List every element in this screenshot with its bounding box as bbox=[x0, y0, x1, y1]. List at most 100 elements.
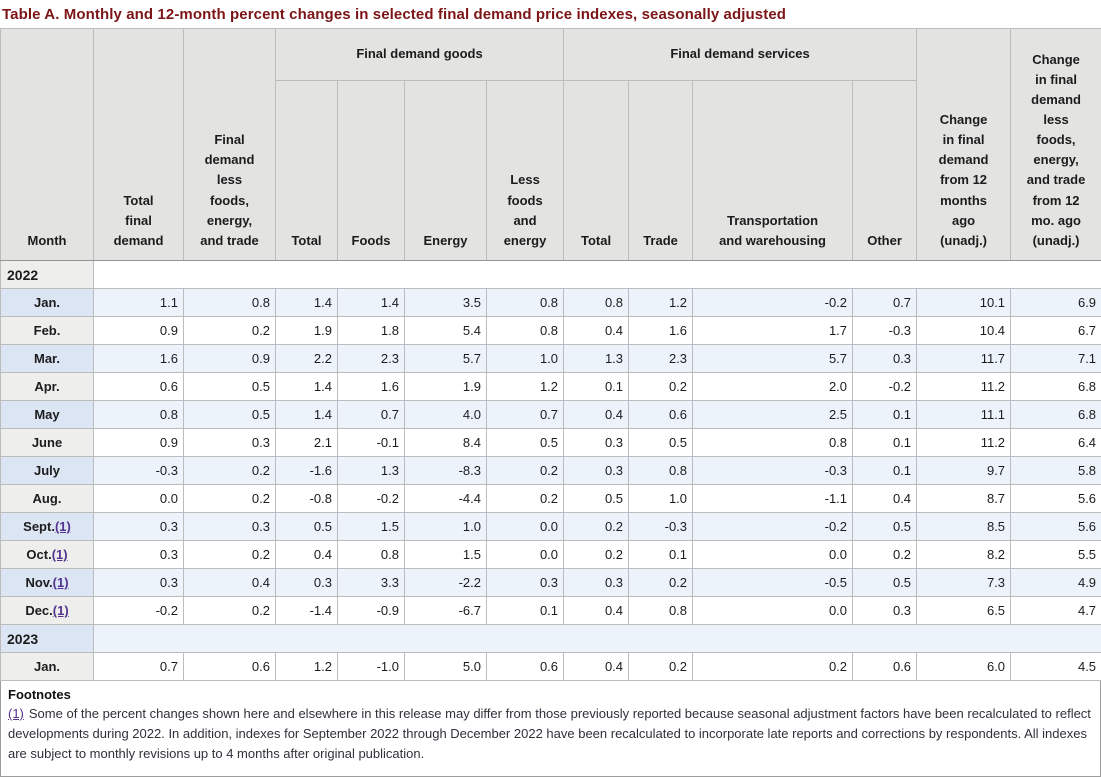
header-group-row: Month Total final demand Final demand le… bbox=[0, 28, 1101, 261]
value-cell: 2.5 bbox=[692, 400, 854, 429]
value-cell: -0.5 bbox=[692, 568, 854, 597]
table-row: Oct.(1) 0.3 0.2 0.4 0.8 1.5 0.0 0.2 0.1 0.0 0.2 8.2… bbox=[0, 540, 1101, 569]
footnote-ref-link[interactable]: (1) bbox=[52, 575, 69, 590]
value-cell: 0.7 bbox=[337, 400, 405, 429]
col-header-goods-foods: Foods bbox=[337, 80, 405, 261]
value-cell: 0.1 bbox=[852, 400, 918, 429]
value-cell: 1.3 bbox=[337, 456, 405, 485]
value-cell: -0.8 bbox=[275, 484, 338, 513]
value-cell: 1.4 bbox=[275, 400, 338, 429]
value-cell: 6.8 bbox=[1010, 400, 1101, 429]
value-cell: 0.8 bbox=[93, 400, 184, 429]
value-cell: 0.2 bbox=[183, 484, 276, 513]
value-cell: 0.2 bbox=[692, 652, 854, 681]
value-cell: -8.3 bbox=[404, 456, 487, 485]
value-cell: 0.2 bbox=[563, 540, 630, 569]
value-cell: 6.5 bbox=[916, 596, 1012, 625]
value-cell: 1.9 bbox=[404, 372, 487, 401]
col-header-services-other: Other bbox=[852, 80, 918, 261]
value-cell: 0.8 bbox=[183, 288, 276, 317]
value-cell: -0.2 bbox=[852, 372, 918, 401]
value-cell: 0.6 bbox=[628, 400, 694, 429]
value-cell: 0.1 bbox=[852, 428, 918, 457]
table-row: Jan. 1.1 0.8 1.4 1.4 3.5 0.8 0.8 1.2 -0.2 0.7 10.1 6… bbox=[0, 288, 1101, 317]
value-cell: 5.4 bbox=[404, 316, 487, 345]
value-cell: 1.0 bbox=[628, 484, 694, 513]
month-label: June bbox=[31, 435, 63, 450]
value-cell: 0.5 bbox=[852, 568, 918, 597]
value-cell: 2.3 bbox=[337, 344, 405, 373]
value-cell: 8.2 bbox=[916, 540, 1012, 569]
footnote-ref-link[interactable]: (1) bbox=[52, 603, 69, 618]
col-header-goods-less-foods-energy-label: Less foods and energy bbox=[503, 172, 547, 248]
value-cell: 0.4 bbox=[183, 568, 276, 597]
value-cell: 0.2 bbox=[183, 456, 276, 485]
year-label-cell: 2022 bbox=[0, 260, 94, 289]
col-header-final-demand-less-fet-label: Final demand less foods, energy, and tra… bbox=[200, 132, 259, 248]
value-cell: 2.2 bbox=[275, 344, 338, 373]
value-cell: 0.2 bbox=[183, 540, 276, 569]
value-cell: 4.5 bbox=[1010, 652, 1101, 681]
col-header-services-transportation-label: Transportation and warehousing bbox=[719, 212, 826, 248]
value-cell: 1.5 bbox=[404, 540, 487, 569]
value-cell: 0.8 bbox=[563, 288, 630, 317]
value-cell: -0.2 bbox=[337, 484, 405, 513]
footnote-1-text: Some of the percent changes shown here a… bbox=[8, 706, 1091, 762]
month-label-cell: Feb. bbox=[0, 316, 94, 345]
table-row: Apr. 0.6 0.5 1.4 1.6 1.9 1.2 0.1 0.2 2.0 -0.2 11.2 6… bbox=[0, 372, 1101, 401]
value-cell: 0.9 bbox=[93, 316, 184, 345]
group-header-final-demand-goods: Final demand goods bbox=[274, 28, 565, 81]
month-label-cell: Mar. bbox=[0, 344, 94, 373]
value-cell: 0.2 bbox=[628, 568, 694, 597]
col-header-change-12mo: Change in final demand from 12 months ag… bbox=[916, 28, 1012, 261]
value-cell: 0.0 bbox=[485, 512, 565, 541]
month-label: Oct. bbox=[26, 547, 52, 562]
col-header-goods-less-foods-energy: Less foods and energy bbox=[485, 80, 565, 261]
value-cell: -0.2 bbox=[692, 512, 854, 541]
header-sub-row: Total Foods Energy Less foods and energy… bbox=[1, 80, 1101, 261]
value-cell: 1.4 bbox=[337, 288, 405, 317]
value-cell: 2.1 bbox=[275, 428, 338, 457]
value-cell: 0.2 bbox=[852, 540, 918, 569]
value-cell: 2.0 bbox=[692, 372, 854, 401]
value-cell: 4.0 bbox=[404, 400, 487, 429]
value-cell: 0.4 bbox=[563, 316, 630, 345]
value-cell: 4.9 bbox=[1010, 568, 1101, 597]
value-cell: -0.9 bbox=[337, 596, 405, 625]
value-cell: -0.3 bbox=[692, 456, 854, 485]
value-cell: 0.9 bbox=[183, 344, 276, 373]
page-title: Table A. Monthly and 12-month percent ch… bbox=[2, 6, 787, 23]
value-cell: 0.5 bbox=[275, 512, 338, 541]
value-cell: 0.3 bbox=[563, 456, 630, 485]
value-cell: -0.2 bbox=[692, 288, 854, 317]
table-row: Aug. 0.0 0.2 -0.8 -0.2 -4.4 0.2 0.5 1.0 -1.1 0.4 8.… bbox=[0, 484, 1101, 513]
value-cell: -1.6 bbox=[275, 456, 338, 485]
footnote-ref-link[interactable]: (1) bbox=[51, 547, 68, 562]
value-cell: 0.3 bbox=[852, 344, 918, 373]
price-index-table: Month Total final demand Final demand le… bbox=[0, 28, 1101, 681]
col-header-goods-total: Total bbox=[275, 80, 338, 261]
table-row: Dec.(1) -0.2 0.2 -1.4 -0.9 -6.7 0.1 0.4 0.8 0.0 0.… bbox=[0, 596, 1101, 625]
value-cell: 0.3 bbox=[183, 512, 276, 541]
value-cell: 11.2 bbox=[916, 428, 1012, 457]
value-cell: 0.2 bbox=[485, 484, 565, 513]
value-cell: 0.3 bbox=[93, 540, 184, 569]
value-cell: 1.3 bbox=[563, 344, 630, 373]
value-cell: 1.6 bbox=[628, 316, 694, 345]
value-cell: 0.2 bbox=[183, 316, 276, 345]
year-section-fill bbox=[92, 624, 1101, 653]
footnote-ref-link[interactable]: (1) bbox=[54, 519, 71, 534]
col-header-change-12mo-less-label: Change in final demand less foods, energ… bbox=[1026, 51, 1086, 248]
table-row: Nov.(1) 0.3 0.4 0.3 3.3 -2.2 0.3 0.3 0.2 -0.5 0.5 7… bbox=[0, 568, 1101, 597]
value-cell: 6.0 bbox=[916, 652, 1012, 681]
value-cell: 1.2 bbox=[485, 372, 565, 401]
month-label-cell: Aug. bbox=[0, 484, 94, 513]
month-label-cell: May bbox=[0, 400, 94, 429]
value-cell: 0.4 bbox=[852, 484, 918, 513]
value-cell: 0.6 bbox=[93, 372, 184, 401]
value-cell: -0.1 bbox=[337, 428, 405, 457]
value-cell: 0.3 bbox=[93, 568, 184, 597]
footnote-1-link[interactable]: (1) bbox=[8, 706, 24, 721]
value-cell: -1.4 bbox=[275, 596, 338, 625]
value-cell: 6.7 bbox=[1010, 316, 1101, 345]
